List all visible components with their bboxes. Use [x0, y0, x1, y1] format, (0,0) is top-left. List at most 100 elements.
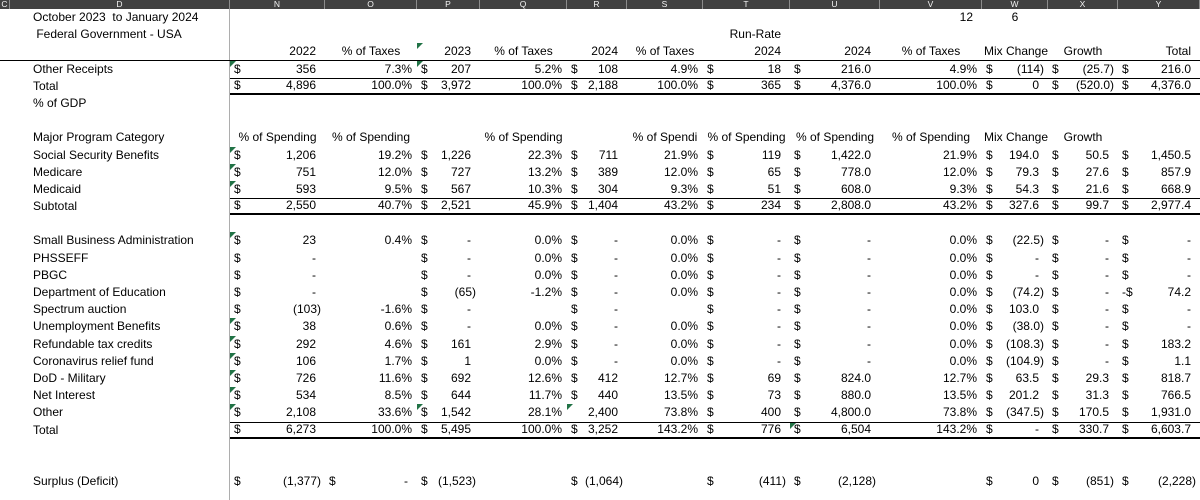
- cell-O-row18[interactable]: -1.6%: [325, 301, 417, 318]
- cell-R-row13[interactable]: [567, 215, 627, 232]
- cell-X-row10[interactable]: $27.6: [1048, 164, 1118, 181]
- cell-U-row1[interactable]: [790, 9, 880, 26]
- cell-T-row13[interactable]: [703, 215, 790, 232]
- column-header-T[interactable]: T: [703, 0, 790, 9]
- cell-V-row29[interactable]: [880, 490, 982, 500]
- row-label-cell[interactable]: Small Business Administration: [0, 232, 230, 250]
- cell-V-row18[interactable]: 0.0%: [880, 301, 982, 318]
- cell-S-row10[interactable]: 12.0%: [627, 164, 703, 181]
- cell-T-row3[interactable]: 2024: [703, 43, 790, 60]
- cell-X-row16[interactable]: $ -: [1048, 267, 1118, 284]
- row-label-cell[interactable]: [0, 215, 230, 233]
- cell-Q-row26[interactable]: [480, 439, 567, 456]
- cell-Q-row14[interactable]: 0.0%: [480, 232, 567, 249]
- cell-R-row14[interactable]: $ -: [567, 232, 627, 249]
- cell-O-row8[interactable]: % of Spending: [325, 129, 417, 146]
- cell-S-row4[interactable]: 4.9%: [627, 61, 703, 78]
- cell-X-row8[interactable]: Growth: [1048, 129, 1118, 146]
- cell-P-row11[interactable]: $567: [417, 181, 480, 198]
- cell-Q-row8[interactable]: % of Spending: [480, 129, 567, 146]
- cell-N-row11[interactable]: $593: [230, 180, 325, 198]
- cell-X-row2[interactable]: [1048, 26, 1118, 43]
- cell-Y-row13[interactable]: [1118, 215, 1200, 232]
- cell-Q-row13[interactable]: [480, 215, 567, 232]
- cell-Q-row7[interactable]: [480, 112, 567, 129]
- column-header-Q[interactable]: Q: [480, 0, 567, 9]
- cell-Y-row28[interactable]: $ (2,228): [1118, 473, 1200, 490]
- cell-S-row2[interactable]: [627, 26, 703, 43]
- cell-R-row9[interactable]: $711: [567, 147, 627, 164]
- cell-N-row27[interactable]: [230, 456, 325, 473]
- cell-P-row16[interactable]: $ -: [417, 267, 480, 284]
- cell-O-row7[interactable]: [325, 112, 417, 129]
- cell-X-row25[interactable]: $330.7: [1048, 422, 1118, 437]
- cell-N-row3[interactable]: 2022: [230, 43, 325, 60]
- cell-R-row21[interactable]: $ -: [567, 353, 627, 370]
- cell-X-row9[interactable]: $50.5: [1048, 147, 1118, 164]
- cell-P-row14[interactable]: $ -: [417, 232, 480, 249]
- cell-S-row14[interactable]: 0.0%: [627, 232, 703, 249]
- cell-S-row28[interactable]: [627, 473, 703, 490]
- cell-Y-row24[interactable]: $1,931.0: [1118, 404, 1200, 421]
- row-label-cell[interactable]: Department of Education: [0, 284, 230, 302]
- column-header-R[interactable]: R: [567, 0, 627, 9]
- cell-O-row16[interactable]: [325, 267, 417, 284]
- cell-N-row5[interactable]: $4,896: [230, 78, 325, 93]
- cell-R-row6[interactable]: [567, 95, 627, 112]
- cell-U-row25[interactable]: $6,504: [790, 422, 880, 437]
- row-label-cell[interactable]: Coronavirus relief fund: [0, 352, 230, 370]
- cell-X-row12[interactable]: $99.7: [1048, 199, 1118, 213]
- cell-T-row8[interactable]: % of Spending: [703, 129, 790, 146]
- cell-R-row29[interactable]: [567, 490, 627, 500]
- cell-O-row10[interactable]: 12.0%: [325, 164, 417, 181]
- cell-T-row21[interactable]: $ -: [703, 353, 790, 370]
- cell-V-row5[interactable]: 100.0%: [880, 78, 982, 93]
- row-label-cell[interactable]: [0, 490, 230, 500]
- cell-P-row19[interactable]: $ -: [417, 318, 480, 335]
- cell-U-row11[interactable]: $608.0: [790, 181, 880, 198]
- cell-R-row3[interactable]: 2024: [567, 43, 627, 60]
- cell-Y-row8[interactable]: [1118, 129, 1200, 146]
- cell-V-row3[interactable]: % of Taxes: [880, 43, 982, 60]
- cell-S-row15[interactable]: 0.0%: [627, 250, 703, 267]
- cell-O-row6[interactable]: [325, 95, 417, 112]
- row-label-cell[interactable]: Surplus (Deficit): [0, 473, 230, 491]
- row-label-cell[interactable]: Refundable tax credits: [0, 335, 230, 353]
- column-header-N[interactable]: N: [230, 0, 325, 9]
- cell-P-row15[interactable]: $ -: [417, 250, 480, 267]
- cell-S-row27[interactable]: [627, 456, 703, 473]
- cell-T-row1[interactable]: [703, 9, 790, 26]
- cell-W-row10[interactable]: $79.3: [982, 164, 1048, 181]
- cell-V-row6[interactable]: [880, 95, 982, 112]
- cell-V-row4[interactable]: 4.9%: [880, 61, 982, 78]
- cell-T-row24[interactable]: $400: [703, 404, 790, 421]
- cell-U-row23[interactable]: $880.0: [790, 387, 880, 404]
- cell-T-row12[interactable]: $234: [703, 199, 790, 213]
- cell-V-row27[interactable]: [880, 456, 982, 473]
- column-header-S[interactable]: S: [627, 0, 703, 9]
- cell-Q-row1[interactable]: [480, 9, 567, 26]
- cell-O-row2[interactable]: [325, 26, 417, 43]
- row-label-cell[interactable]: Federal Government - USA: [0, 26, 230, 44]
- column-header-P[interactable]: P: [417, 0, 480, 9]
- cell-W-row2[interactable]: [982, 26, 1048, 43]
- cell-N-row1[interactable]: [230, 9, 325, 26]
- cell-T-row18[interactable]: $ -: [703, 301, 790, 318]
- cell-Q-row16[interactable]: 0.0%: [480, 267, 567, 284]
- cell-N-row22[interactable]: $726: [230, 369, 325, 387]
- cell-Q-row11[interactable]: 10.3%: [480, 181, 567, 198]
- cell-O-row27[interactable]: [325, 456, 417, 473]
- row-label-cell[interactable]: DoD - Military: [0, 369, 230, 388]
- cell-U-row17[interactable]: $ -: [790, 284, 880, 301]
- cell-R-row18[interactable]: $ -: [567, 301, 627, 318]
- column-header-W[interactable]: W: [982, 0, 1048, 9]
- cell-W-row18[interactable]: $103.0: [982, 301, 1048, 318]
- cell-W-row15[interactable]: $ -: [982, 250, 1048, 267]
- row-label-cell[interactable]: Medicare: [0, 163, 230, 181]
- cell-V-row10[interactable]: 12.0%: [880, 164, 982, 181]
- cell-X-row3[interactable]: Growth: [1048, 43, 1118, 60]
- cell-X-row20[interactable]: $ -: [1048, 336, 1118, 353]
- cell-O-row13[interactable]: [325, 215, 417, 232]
- cell-Y-row16[interactable]: $ -: [1118, 267, 1200, 284]
- cell-T-row22[interactable]: $69: [703, 370, 790, 387]
